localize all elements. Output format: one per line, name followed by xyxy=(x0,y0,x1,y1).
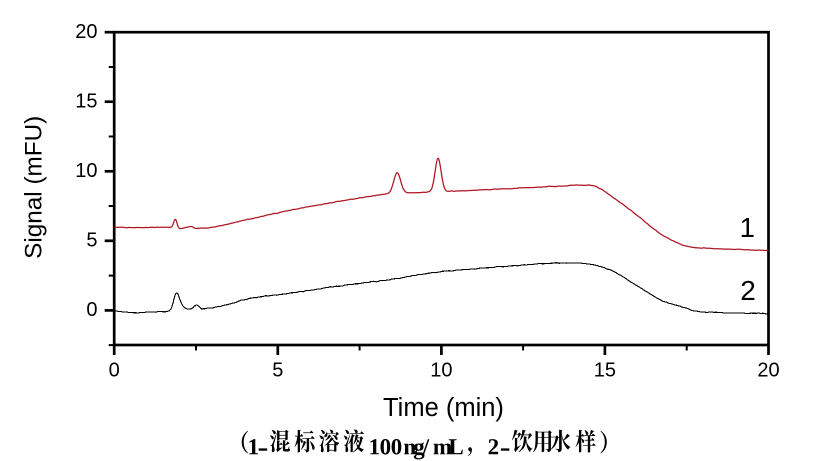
svg-text:15: 15 xyxy=(75,90,97,112)
svg-text:15: 15 xyxy=(594,360,616,382)
svg-text:0: 0 xyxy=(109,360,120,382)
svg-text:10: 10 xyxy=(75,160,97,182)
svg-text:Signal (mFU): Signal (mFU) xyxy=(21,116,48,259)
svg-text:5: 5 xyxy=(272,360,283,382)
svg-text:20: 20 xyxy=(75,21,97,43)
svg-text:10: 10 xyxy=(430,360,452,382)
svg-text:20: 20 xyxy=(757,360,779,382)
svg-text:1: 1 xyxy=(740,212,755,243)
svg-text:Time (min): Time (min) xyxy=(383,394,504,422)
svg-text:2: 2 xyxy=(740,275,756,306)
svg-text:0: 0 xyxy=(86,299,97,321)
svg-text:5: 5 xyxy=(86,230,97,252)
